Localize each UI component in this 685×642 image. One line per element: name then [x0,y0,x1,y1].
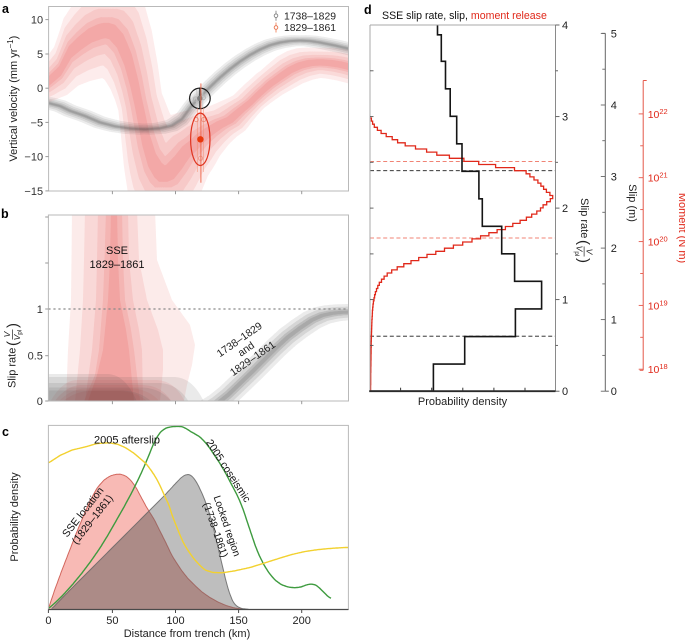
svg-text:a: a [2,2,10,16]
svg-text:Vpl: Vpl [12,329,24,340]
svg-text:0.5: 0.5 [28,351,43,363]
svg-text:0: 0 [37,396,43,408]
svg-text:100: 100 [166,615,184,627]
svg-text:1: 1 [37,304,43,316]
svg-text:2: 2 [611,243,617,255]
svg-text:Probability density: Probability density [418,396,508,408]
svg-text:): ) [575,258,592,263]
svg-text:5: 5 [611,28,617,40]
svg-text:2005 afterslip: 2005 afterslip [94,435,160,447]
svg-text:V: V [2,330,12,337]
svg-text:4: 4 [611,100,617,112]
svg-text:Vertical velocity (mm yr−1): Vertical velocity (mm yr−1) [6,36,20,162]
svg-text:Probability density: Probability density [9,472,21,562]
svg-text:−5: −5 [31,117,44,129]
svg-text:200: 200 [293,615,311,627]
svg-text:0: 0 [37,83,43,95]
svg-text:b: b [1,207,9,221]
svg-text:10: 10 [31,15,43,27]
svg-text:1738–1829: 1738–1829 [284,11,336,22]
svg-text:1829–1861: 1829–1861 [284,23,336,34]
svg-text:1: 1 [611,315,617,327]
svg-text:Slip rate: Slip rate [578,198,590,238]
svg-text:SSE: SSE [106,245,128,257]
svg-text:0: 0 [562,386,568,398]
svg-text:(: ( [5,341,22,346]
svg-text:1829–1861: 1829–1861 [89,259,144,271]
svg-text:3: 3 [562,112,568,124]
svg-text:−10: −10 [24,152,43,164]
svg-text:SSE slip rate, slip, moment re: SSE slip rate, slip, moment release [382,10,547,22]
svg-text:Slip rate: Slip rate [7,348,19,388]
svg-text:Vpl: Vpl [573,246,585,257]
svg-text:0: 0 [45,615,51,627]
svg-text:V: V [585,249,595,256]
svg-text:4: 4 [562,20,568,32]
svg-text:1: 1 [562,295,568,307]
svg-text:d: d [364,3,372,17]
svg-text:Moment (N m): Moment (N m) [676,193,685,263]
svg-text:150: 150 [229,615,247,627]
svg-text:5: 5 [37,49,43,61]
svg-text:(: ( [575,240,592,245]
svg-text:50: 50 [106,615,118,627]
svg-text:): ) [5,323,22,328]
svg-text:Slip (m): Slip (m) [626,184,638,222]
svg-text:2: 2 [562,203,568,215]
svg-text:Distance from trench (km): Distance from trench (km) [124,628,251,640]
svg-text:0: 0 [611,386,617,398]
svg-text:−15: −15 [24,186,43,198]
svg-text:3: 3 [611,171,617,183]
svg-text:c: c [2,425,9,439]
